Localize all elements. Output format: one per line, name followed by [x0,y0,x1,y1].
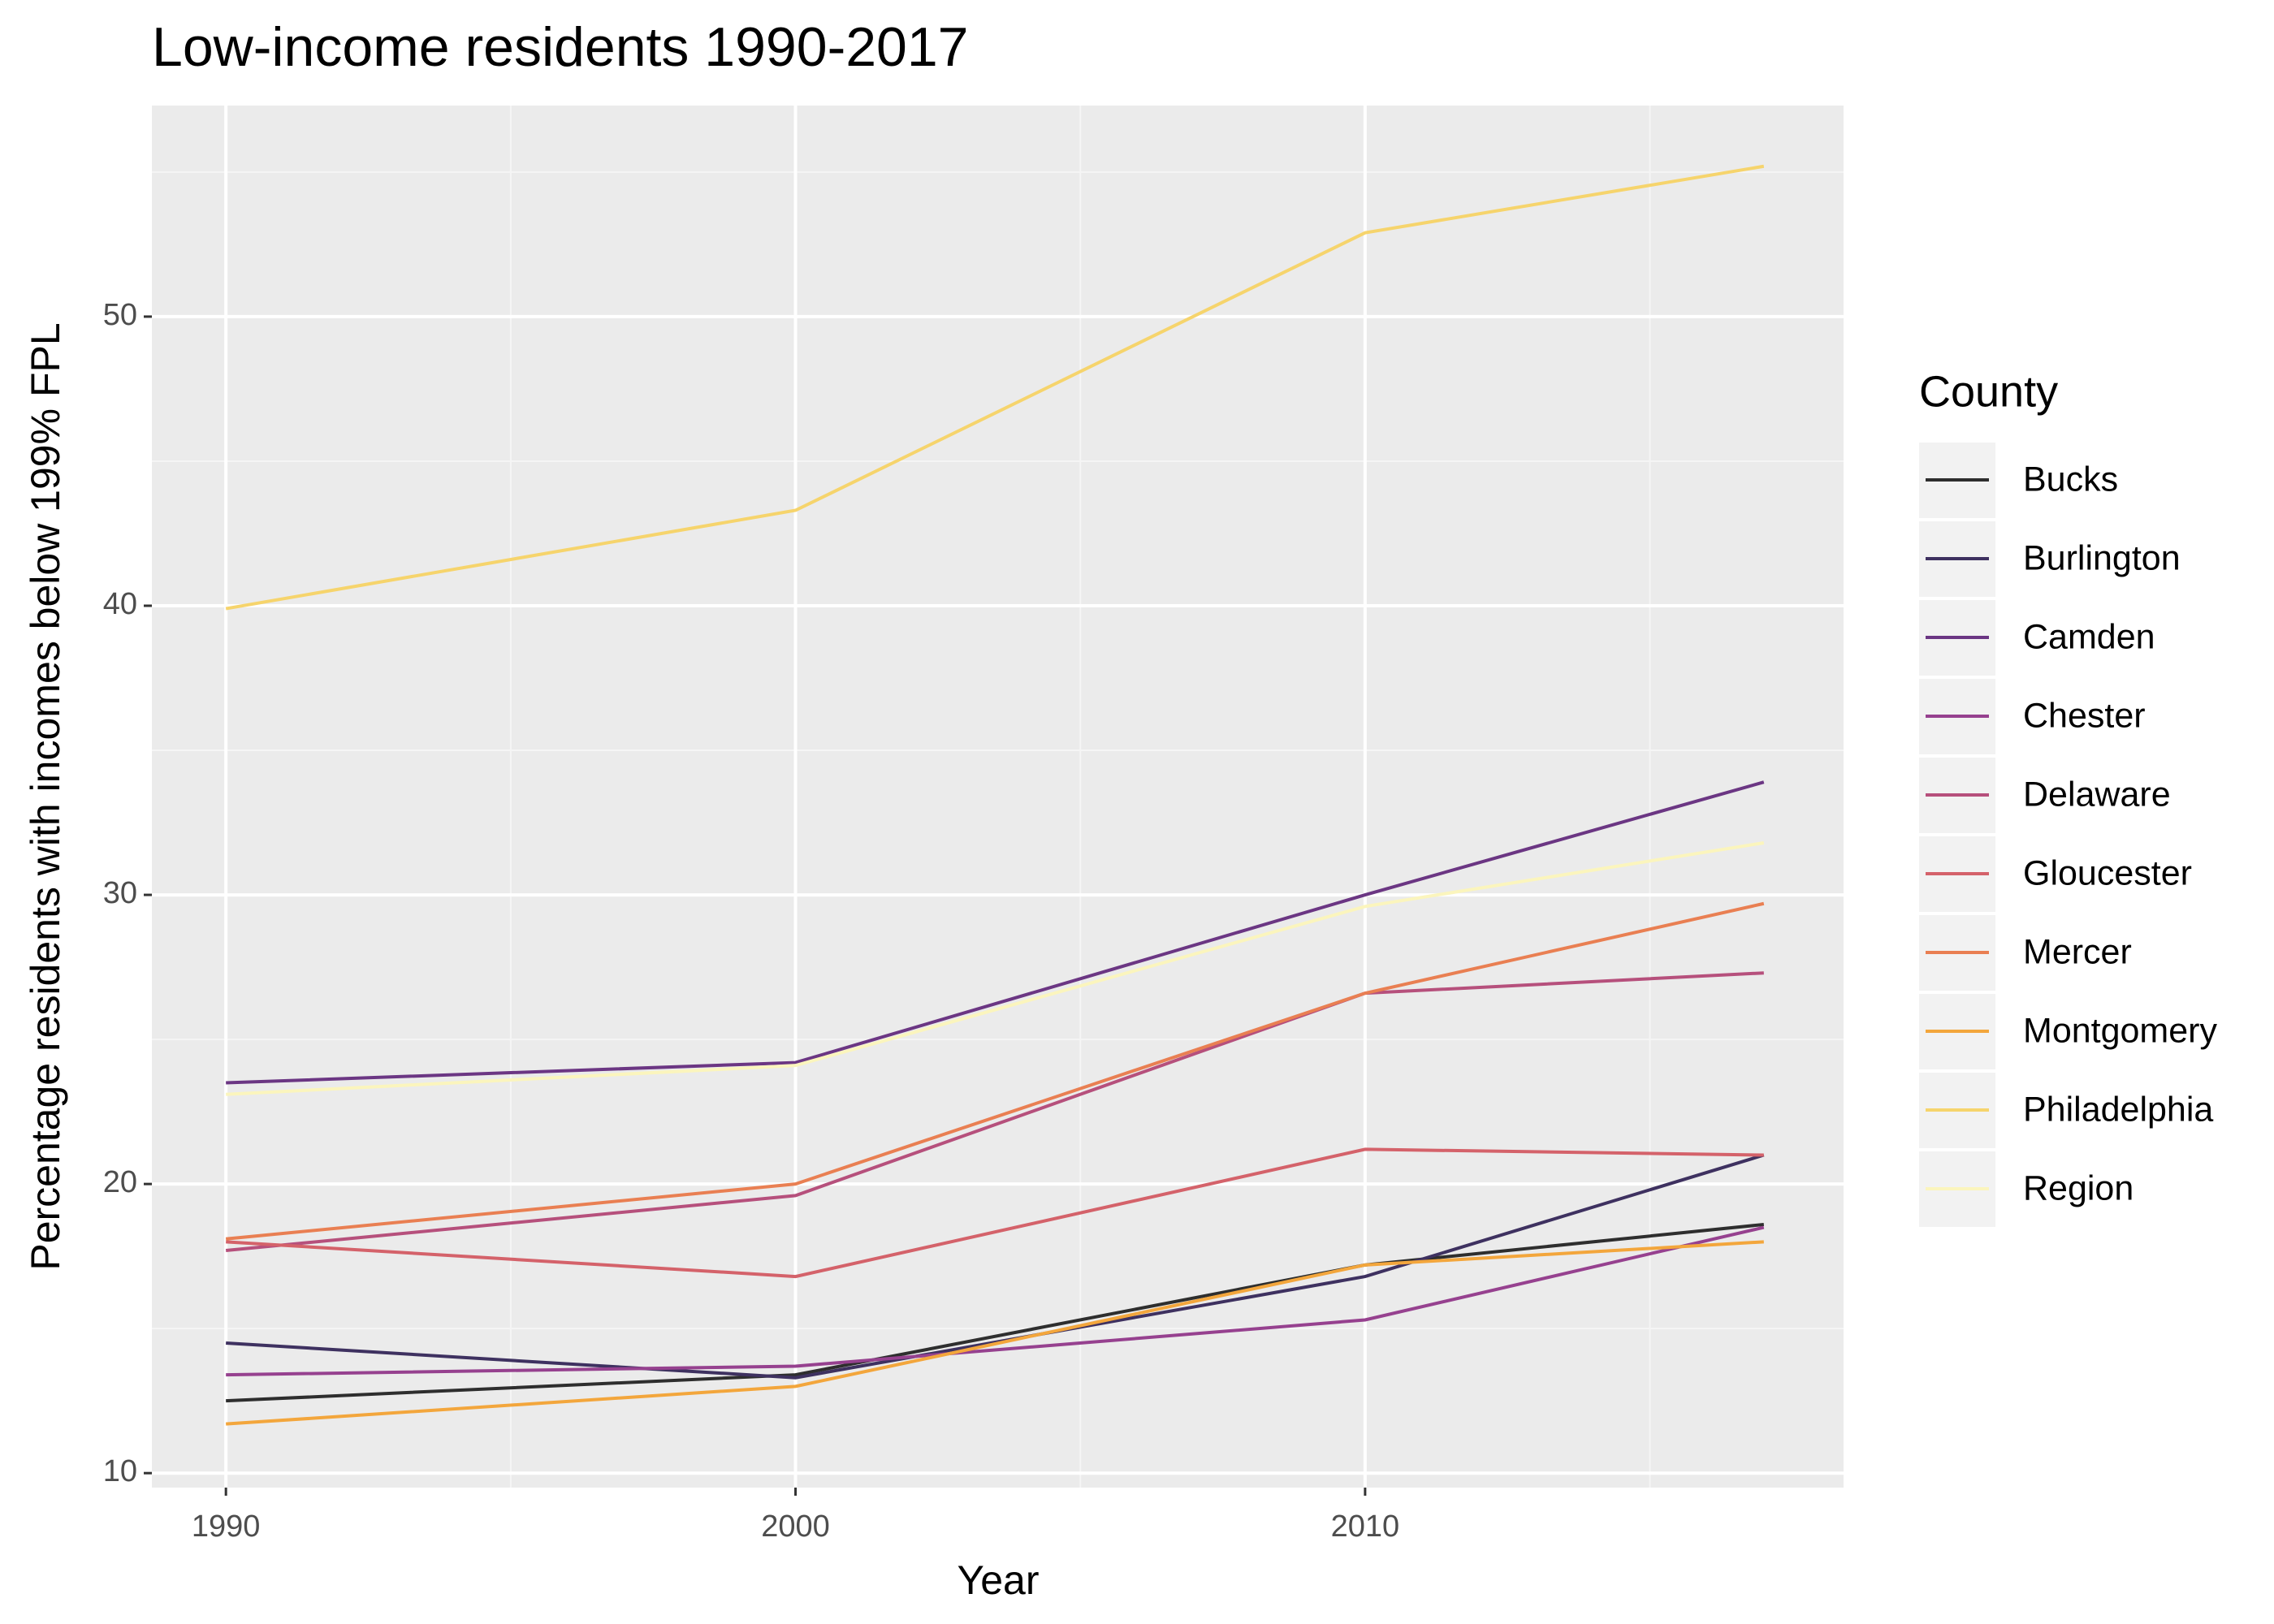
series-line [226,1222,1765,1403]
x-tick-label: 2010 [1331,1510,1400,1544]
series-line [226,1225,1765,1377]
legend-label: Chester [2023,696,2146,735]
series-line [226,780,1765,1085]
y-axis-title: Percentage residents with incomes below … [23,322,68,1270]
legend-label: Gloucester [2023,853,2192,892]
y-tick-label: 20 [103,1165,137,1199]
x-axis-title: Year [957,1557,1039,1603]
legend-label: Camden [2023,617,2155,656]
legend-label: Region [2023,1168,2133,1207]
series-line [226,840,1765,1096]
legend-label: Delaware [2023,775,2171,814]
legend-label: Mercer [2023,932,2132,971]
x-tick-label: 2000 [761,1510,830,1544]
series-line [226,1240,1764,1426]
y-tick-label: 30 [103,876,137,910]
series-line [225,164,1765,611]
legend-label: Philadelphia [2023,1090,2213,1129]
y-tick-label: 10 [103,1454,137,1488]
series-line [225,971,1764,1253]
legend-label: Montgomery [2023,1011,2217,1050]
y-tick-label: 40 [103,587,137,621]
legend-title: County [1919,367,2058,416]
legend-label: Bucks [2023,460,2118,499]
chart-title: Low-income residents 1990-2017 [152,16,969,78]
legend-label: Burlington [2023,538,2181,577]
x-tick-label: 1990 [192,1510,261,1544]
y-tick-label: 50 [103,298,137,332]
plot-background [152,106,1844,1488]
series-line [225,901,1765,1241]
series-line [226,1147,1764,1279]
